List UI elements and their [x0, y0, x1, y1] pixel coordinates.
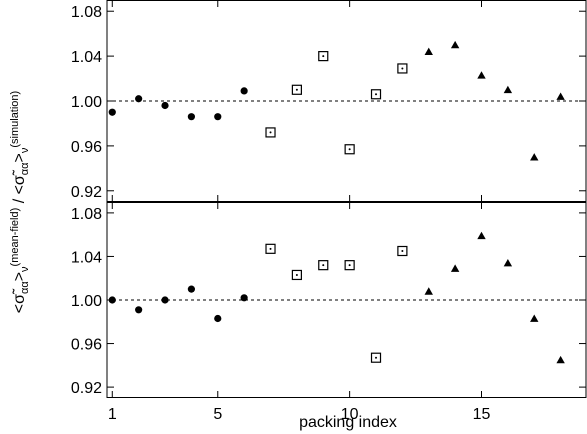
y-axis-title: <σ̃αα>ν(mean-field) / <σ̃αα>ν(simulation…: [9, 91, 31, 313]
data-point-circle: [214, 113, 222, 121]
data-point-triangle: [424, 287, 433, 295]
y-tick-label: 1.08: [71, 4, 102, 21]
y-tick-label: 0.92: [71, 380, 102, 397]
data-point-square-dot: [375, 356, 378, 359]
data-point-square-dot: [295, 273, 298, 276]
data-point-square: [344, 144, 355, 155]
data-point-circle: [161, 296, 169, 304]
y-axis-title-prefix: <σ̃: [11, 288, 28, 313]
data-point-square: [370, 89, 382, 100]
x-axis-title: packing index: [299, 414, 397, 431]
data-point-triangle: [477, 71, 486, 79]
data-point-square-dot: [401, 67, 404, 70]
data-point-triangle: [503, 85, 513, 94]
panel-frame: [106, 202, 587, 398]
data-point-circle: [240, 294, 248, 302]
y-axis-title-sub-aa: αα: [19, 281, 31, 294]
panel-frame: [106, 0, 587, 202]
y-axis-title-sub-v-2: ν: [19, 147, 31, 153]
data-point-square: [265, 127, 276, 138]
data-point-circle: [214, 314, 222, 323]
x-tick-label: 15: [473, 406, 491, 423]
y-tick-label: 1.00: [71, 293, 102, 310]
data-point-circle: [135, 306, 143, 314]
data-point-triangle: [450, 40, 460, 49]
data-point-circle: [108, 296, 116, 304]
data-point-triangle: [450, 264, 460, 272]
data-point-square-dot: [269, 247, 272, 250]
y-axis-title-close-2: >: [11, 153, 28, 162]
x-tick-label: 1: [108, 406, 117, 423]
y-tick-label: 0.92: [71, 184, 102, 201]
panel-2: 0.92 0.96 1.00 1.04 1.08: [71, 202, 587, 398]
data-point-circle: [240, 87, 248, 95]
data-point-triangle: [530, 314, 539, 322]
data-point-square-dot: [322, 55, 325, 58]
y-axis-title-close: >: [11, 272, 28, 281]
data-point-square-dot: [348, 148, 351, 151]
data-point-square: [344, 260, 355, 271]
data-point-square-dot: [322, 264, 325, 267]
data-point-triangle: [530, 153, 539, 161]
data-point-circle: [135, 95, 143, 103]
y-axis-title-num-tag: (mean-field): [9, 208, 21, 267]
y-tick-label: 1.04: [71, 49, 102, 66]
y-axis-title-sub-aa-2: αα: [19, 162, 31, 175]
panel-1: 0.92 0.96 1.00 1.04 1.08: [71, 0, 587, 202]
data-point-square: [397, 245, 408, 257]
data-point-triangle: [424, 47, 433, 56]
data-point-triangle: [556, 92, 565, 100]
data-point-square-dot: [348, 264, 351, 267]
y-tick-label: 1.00: [71, 94, 102, 111]
y-axis-title-divider: /: [11, 194, 28, 207]
data-point-circle: [187, 285, 195, 293]
x-tick-label: 5: [213, 406, 222, 423]
data-point-triangle: [556, 355, 565, 364]
data-point-square-dot: [401, 250, 404, 252]
data-point-triangle: [503, 258, 513, 267]
data-point-square: [318, 51, 329, 62]
y-axis-title-den-tag: (simulation): [9, 91, 21, 148]
y-tick-label: 1.04: [71, 249, 102, 266]
data-point-circle: [161, 101, 169, 110]
data-point-square-dot: [269, 131, 272, 134]
data-point-circle: [187, 113, 195, 121]
data-point-square: [397, 63, 408, 74]
data-point-square: [370, 352, 382, 363]
data-point-square: [265, 243, 276, 254]
x-tick-label: 10: [341, 406, 359, 423]
data-point-square: [291, 84, 302, 95]
data-point-square-dot: [375, 93, 378, 96]
data-point-triangle: [477, 231, 486, 240]
data-point-square-dot: [295, 88, 298, 91]
y-tick-label: 0.96: [71, 139, 102, 156]
data-point-square: [318, 260, 329, 271]
y-tick-label: 0.96: [71, 337, 102, 354]
y-tick-label: 1.08: [71, 206, 102, 223]
data-point-circle: [108, 108, 116, 116]
data-point-square: [291, 269, 302, 281]
y-axis-title-prefix-2: <σ̃: [11, 169, 28, 194]
y-axis-title-sub-v: ν: [19, 266, 31, 272]
